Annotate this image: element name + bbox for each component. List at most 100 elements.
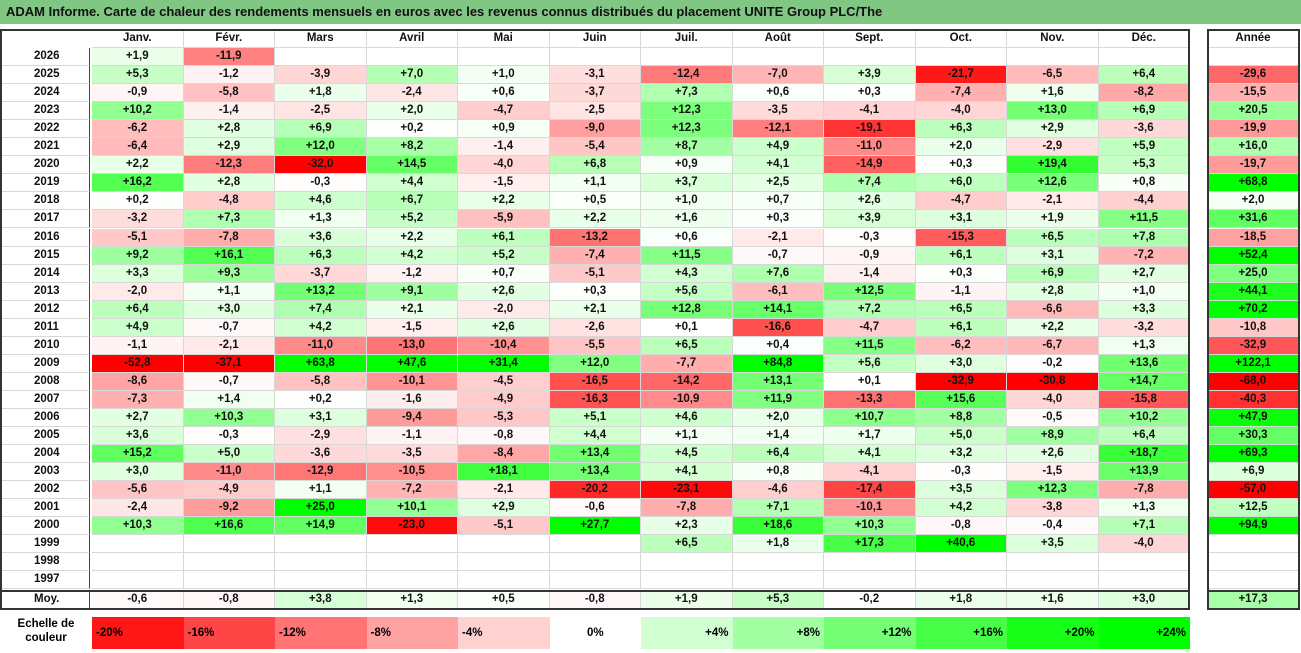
heat-cell-2015-3: +6,3 bbox=[275, 246, 367, 265]
heat-cell-2017-9: +3,9 bbox=[824, 210, 916, 229]
year-label-2012: 2012 bbox=[2, 300, 90, 319]
heat-cell-2006-9: +10,7 bbox=[824, 409, 916, 428]
heat-cell-2011-8: -16,6 bbox=[732, 318, 824, 337]
heat-cell-2000-4: -23,0 bbox=[366, 517, 458, 536]
heat-cell-1998-8 bbox=[732, 553, 824, 572]
annual-cell-2013: +44,1 bbox=[1208, 282, 1299, 301]
heat-cell-2016-12: +7,8 bbox=[1098, 228, 1190, 247]
heat-cell-2005-4: -1,1 bbox=[366, 427, 458, 446]
heat-cell-2020-1: +2,2 bbox=[92, 156, 184, 175]
heat-cell-2003-1: +3,0 bbox=[92, 463, 184, 482]
heat-cell-2005-7: +1,1 bbox=[641, 427, 733, 446]
heat-cell-2008-11: -30,8 bbox=[1007, 372, 1099, 391]
heat-cell-2008-6: -16,5 bbox=[549, 372, 641, 391]
heat-cell-2026-10 bbox=[915, 48, 1007, 67]
heat-cell-2012-4: +2,1 bbox=[366, 300, 458, 319]
year-label-1999: 1999 bbox=[2, 535, 90, 554]
heat-cell-2005-10: +5,0 bbox=[915, 427, 1007, 446]
heat-cell-2018-5: +2,2 bbox=[458, 192, 550, 211]
color-scale-swatch-11: +20% bbox=[1007, 617, 1099, 649]
heat-cell-2002-3: +1,1 bbox=[275, 481, 367, 500]
heat-cell-2005-11: +8,9 bbox=[1007, 427, 1099, 446]
heat-cell-2026-8 bbox=[732, 48, 824, 67]
heat-cell-2014-12: +2,7 bbox=[1098, 264, 1190, 283]
heat-cell-2007-10: +15,6 bbox=[915, 390, 1007, 409]
heat-cell-2018-2: -4,8 bbox=[183, 192, 275, 211]
heat-cell-1998-7 bbox=[641, 553, 733, 572]
heat-cell-1998-2 bbox=[183, 553, 275, 572]
month-header-12: Déc. bbox=[1098, 30, 1190, 49]
heat-cell-2016-1: -5,1 bbox=[92, 228, 184, 247]
heat-cell-2004-6: +13,4 bbox=[549, 445, 641, 464]
year-label-2008: 2008 bbox=[2, 372, 90, 391]
annual-cell-2016: -18,5 bbox=[1208, 228, 1299, 247]
heat-cell-2017-2: +7,3 bbox=[183, 210, 275, 229]
heat-cell-2021-12: +5,9 bbox=[1098, 138, 1190, 157]
heat-cell-2012-3: +7,4 bbox=[275, 300, 367, 319]
heat-cell-2010-10: -6,2 bbox=[915, 336, 1007, 355]
heat-cell-2002-5: -2,1 bbox=[458, 481, 550, 500]
heat-cell-2012-12: +3,3 bbox=[1098, 300, 1190, 319]
heat-cell-2001-3: +25,0 bbox=[275, 499, 367, 518]
heat-cell-1998-5 bbox=[458, 553, 550, 572]
heat-cell-2001-4: +10,1 bbox=[366, 499, 458, 518]
heat-cell-2012-2: +3,0 bbox=[183, 300, 275, 319]
heat-cell-2005-3: -2,9 bbox=[275, 427, 367, 446]
heat-cell-2001-12: +1,3 bbox=[1098, 499, 1190, 518]
heat-cell-2017-10: +3,1 bbox=[915, 210, 1007, 229]
heat-cell-2001-10: +4,2 bbox=[915, 499, 1007, 518]
heat-cell-2018-1: +0,2 bbox=[92, 192, 184, 211]
heat-cell-2007-4: -1,6 bbox=[366, 390, 458, 409]
heat-cell-2014-1: +3,3 bbox=[92, 264, 184, 283]
heat-cell-2008-5: -4,5 bbox=[458, 372, 550, 391]
color-scale-swatch-10: +16% bbox=[915, 617, 1007, 649]
heat-cell-2009-8: +84,8 bbox=[732, 354, 824, 373]
heat-cell-2021-1: -6,4 bbox=[92, 138, 184, 157]
heat-cell-2021-3: +12,0 bbox=[275, 138, 367, 157]
heat-cell-2022-1: -6,2 bbox=[92, 120, 184, 139]
heat-cell-2001-6: -0,6 bbox=[549, 499, 641, 518]
color-scale-swatch-12: +24% bbox=[1098, 617, 1190, 649]
heat-cell-2004-10: +3,2 bbox=[915, 445, 1007, 464]
annual-cell-1998 bbox=[1208, 553, 1299, 572]
year-label-2019: 2019 bbox=[2, 174, 90, 193]
month-header-5: Mai bbox=[458, 30, 550, 49]
heat-cell-2005-1: +3,6 bbox=[92, 427, 184, 446]
heat-cell-2008-9: +0,1 bbox=[824, 372, 916, 391]
average-cell-6: -0,8 bbox=[549, 591, 641, 610]
heat-cell-2019-5: -1,5 bbox=[458, 174, 550, 193]
heat-cell-2022-4: +0,2 bbox=[366, 120, 458, 139]
month-header-11: Nov. bbox=[1007, 30, 1099, 49]
heat-cell-2010-8: +0,4 bbox=[732, 336, 824, 355]
heat-cell-2013-12: +1,0 bbox=[1098, 282, 1190, 301]
color-scale-swatch-2: -16% bbox=[183, 617, 275, 649]
year-label-2013: 2013 bbox=[2, 282, 90, 301]
heat-cell-2020-12: +5,3 bbox=[1098, 156, 1190, 175]
heat-cell-2007-9: -13,3 bbox=[824, 390, 916, 409]
heat-cell-2005-5: -0,8 bbox=[458, 427, 550, 446]
heat-cell-2019-7: +3,7 bbox=[641, 174, 733, 193]
heat-cell-2007-1: -7,3 bbox=[92, 390, 184, 409]
heat-cell-2017-6: +2,2 bbox=[549, 210, 641, 229]
heat-cell-2016-2: -7,8 bbox=[183, 228, 275, 247]
year-label-2023: 2023 bbox=[2, 102, 90, 121]
heat-cell-2017-1: -3,2 bbox=[92, 210, 184, 229]
heat-cell-2000-6: +27,7 bbox=[549, 517, 641, 536]
heat-cell-2006-7: +4,6 bbox=[641, 409, 733, 428]
heat-cell-2014-6: -5,1 bbox=[549, 264, 641, 283]
heat-cell-2023-1: +10,2 bbox=[92, 102, 184, 121]
heat-cell-2003-5: +18,1 bbox=[458, 463, 550, 482]
annual-cell-2004: +69,3 bbox=[1208, 445, 1299, 464]
heat-cell-1999-11: +3,5 bbox=[1007, 535, 1099, 554]
heat-cell-2000-9: +10,3 bbox=[824, 517, 916, 536]
heat-cell-2013-6: +0,3 bbox=[549, 282, 641, 301]
annual-cell-2017: +31,6 bbox=[1208, 210, 1299, 229]
average-cell-12: +3,0 bbox=[1098, 591, 1190, 610]
heat-cell-2000-2: +16,6 bbox=[183, 517, 275, 536]
heat-cell-2020-8: +4,1 bbox=[732, 156, 824, 175]
heat-cell-2014-2: +9,3 bbox=[183, 264, 275, 283]
heat-cell-1997-9 bbox=[824, 571, 916, 590]
heat-cell-2018-4: +6,7 bbox=[366, 192, 458, 211]
annual-cell-2018: +2,0 bbox=[1208, 192, 1299, 211]
annual-cell-2024: -15,5 bbox=[1208, 84, 1299, 103]
